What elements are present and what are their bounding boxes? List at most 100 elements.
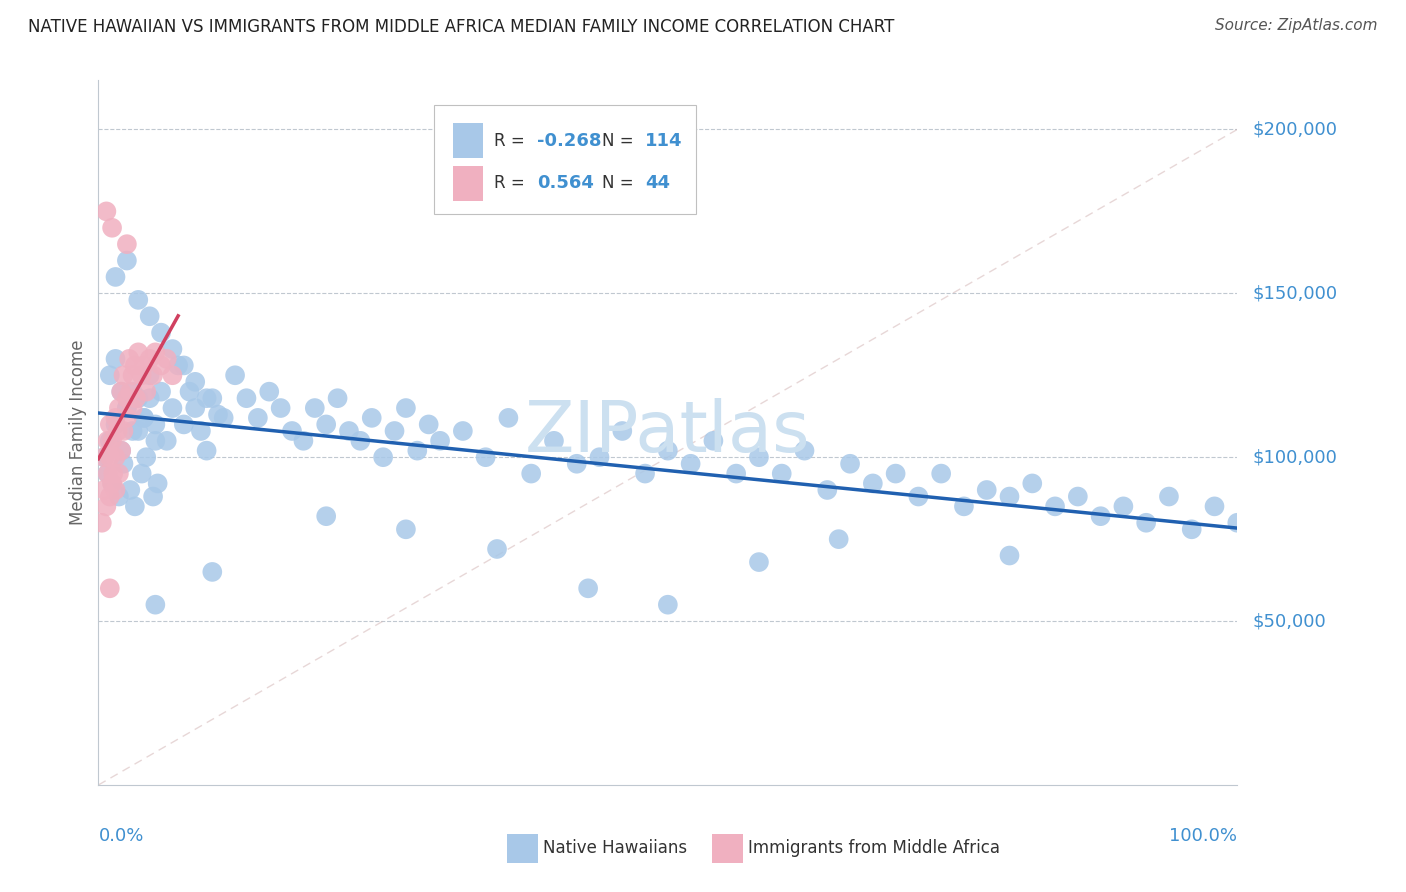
Point <box>998 549 1021 563</box>
Point <box>884 467 907 481</box>
Point <box>115 253 138 268</box>
Point <box>121 424 143 438</box>
Point <box>127 424 149 438</box>
Point <box>679 457 702 471</box>
Point <box>1043 500 1066 514</box>
Point <box>235 391 257 405</box>
Point <box>184 401 207 415</box>
Text: Native Hawaiians: Native Hawaiians <box>543 839 686 857</box>
Point <box>395 401 418 415</box>
Text: R =: R = <box>494 132 530 150</box>
Point <box>125 391 148 405</box>
Point <box>612 424 634 438</box>
FancyBboxPatch shape <box>453 123 484 159</box>
Point <box>145 417 167 432</box>
Point <box>112 368 135 383</box>
Point <box>96 467 118 481</box>
Point <box>162 342 184 356</box>
Text: $150,000: $150,000 <box>1253 285 1337 302</box>
Point <box>839 457 862 471</box>
Point <box>406 443 429 458</box>
Point <box>98 490 121 504</box>
Point <box>108 490 131 504</box>
Point <box>828 532 851 546</box>
Text: R =: R = <box>494 174 530 192</box>
Point <box>173 417 195 432</box>
Point <box>138 310 160 324</box>
Point <box>132 410 155 425</box>
Point <box>115 401 138 415</box>
Point <box>748 555 770 569</box>
Text: N =: N = <box>602 174 638 192</box>
Point <box>565 457 588 471</box>
Point <box>326 391 349 405</box>
Text: ZIPatlas: ZIPatlas <box>524 398 811 467</box>
Point <box>1226 516 1249 530</box>
Point <box>162 401 184 415</box>
Point <box>1181 522 1204 536</box>
Point <box>98 582 121 596</box>
Point <box>201 391 224 405</box>
Point <box>104 351 127 366</box>
Point <box>138 391 160 405</box>
Point <box>98 368 121 383</box>
Point <box>657 443 679 458</box>
Point <box>702 434 724 448</box>
Point <box>127 345 149 359</box>
Point <box>270 401 292 415</box>
FancyBboxPatch shape <box>453 166 484 201</box>
Point <box>1021 476 1043 491</box>
Point <box>101 476 124 491</box>
Point <box>110 384 132 399</box>
Point <box>121 368 143 383</box>
Point <box>132 410 155 425</box>
Point <box>104 483 127 497</box>
Point <box>748 450 770 465</box>
Point <box>770 467 793 481</box>
Point <box>429 434 451 448</box>
Point <box>93 450 115 465</box>
Text: $200,000: $200,000 <box>1253 120 1337 138</box>
Point <box>121 401 143 415</box>
Point <box>793 443 815 458</box>
Point <box>96 467 118 481</box>
Point <box>451 424 474 438</box>
Text: 0.564: 0.564 <box>537 174 593 192</box>
Point <box>98 434 121 448</box>
Point <box>1135 516 1157 530</box>
Point <box>145 434 167 448</box>
Point <box>576 582 599 596</box>
Point <box>395 522 418 536</box>
Point <box>142 490 165 504</box>
Point <box>588 450 610 465</box>
Point <box>104 417 127 432</box>
Text: 0.0%: 0.0% <box>98 827 143 846</box>
Text: Immigrants from Middle Africa: Immigrants from Middle Africa <box>748 839 1000 857</box>
Point <box>195 391 218 405</box>
Text: 100.0%: 100.0% <box>1170 827 1237 846</box>
Point <box>124 359 146 373</box>
Point <box>131 467 153 481</box>
Point <box>201 565 224 579</box>
Point <box>115 401 138 415</box>
Point <box>156 351 179 366</box>
Point <box>104 450 127 465</box>
Point <box>224 368 246 383</box>
Point <box>121 384 143 399</box>
Point <box>107 424 129 438</box>
Point <box>96 204 118 219</box>
Point <box>101 220 124 235</box>
FancyBboxPatch shape <box>508 834 538 863</box>
Point <box>156 434 179 448</box>
FancyBboxPatch shape <box>713 834 742 863</box>
Point <box>110 384 132 399</box>
Point <box>498 410 520 425</box>
Point <box>103 467 125 481</box>
Point <box>150 384 173 399</box>
Point <box>520 467 543 481</box>
Point <box>1157 490 1180 504</box>
Point <box>384 424 406 438</box>
Point <box>120 384 142 399</box>
Point <box>953 500 976 514</box>
Point <box>190 424 212 438</box>
